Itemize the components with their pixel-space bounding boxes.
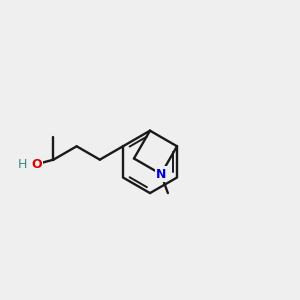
Text: N: N [156, 168, 166, 181]
Text: O: O [32, 158, 42, 171]
Text: H: H [18, 158, 27, 171]
